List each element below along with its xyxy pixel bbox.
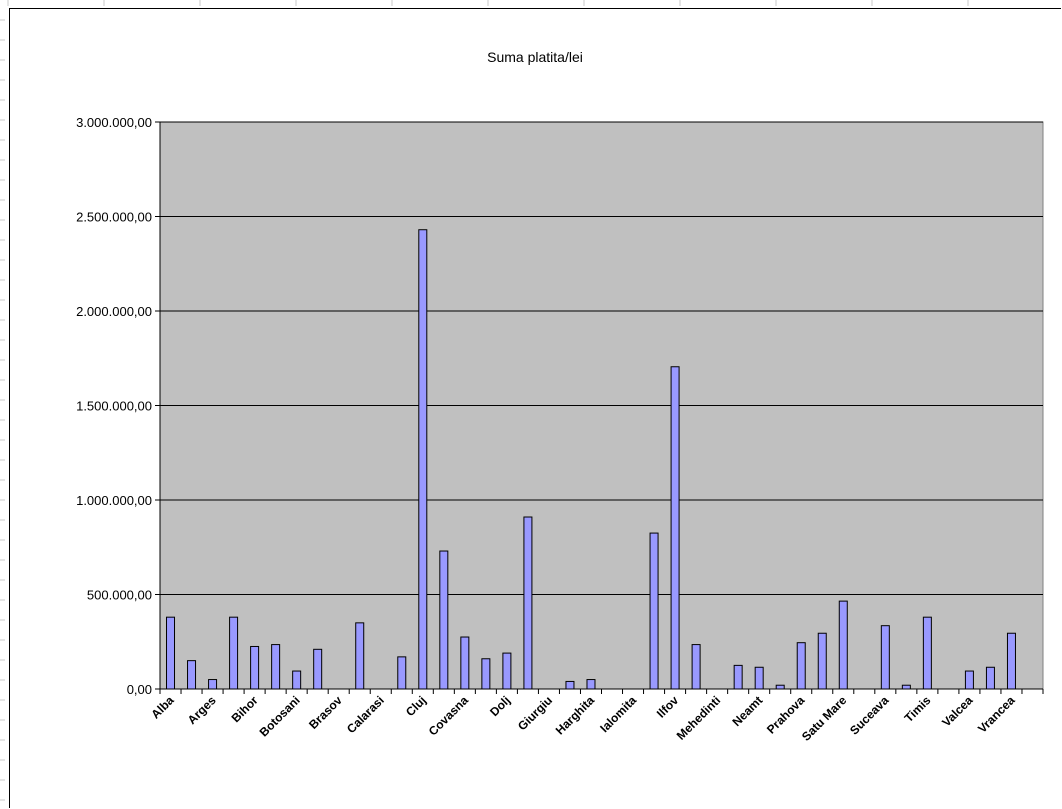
bar (439, 550, 449, 690)
bar (481, 658, 491, 690)
bar (586, 679, 596, 690)
x-tick-label: Calarasi (344, 693, 387, 736)
chart-area-border (9, 8, 1061, 808)
bar (922, 616, 932, 690)
x-tick-label: Dolj (487, 693, 513, 719)
bar (775, 684, 785, 690)
x-tick-label: Bihor (229, 693, 261, 725)
x-tick-label: Mehedinti (674, 693, 723, 742)
x-tick-label: Botosani (257, 693, 303, 739)
bar (166, 616, 176, 690)
bar (229, 616, 239, 690)
x-tick-label: Timis (902, 693, 934, 725)
x-tick-label: Satu Mare (799, 693, 850, 744)
axes (159, 122, 1044, 694)
bar (418, 229, 428, 690)
chart-title: Suma platita/lei (487, 49, 583, 65)
bar (964, 670, 974, 690)
x-tick-label: Alba (148, 693, 177, 722)
x-tick-label: Valcea (939, 693, 976, 730)
bar (187, 660, 197, 690)
x-tick-label: Ialomita (597, 693, 639, 735)
y-tick-label: 0,00 (127, 682, 152, 697)
x-tick-label: Brasov (306, 693, 345, 732)
bar (649, 532, 659, 690)
bar (733, 664, 743, 690)
y-tick-label: 3.000.000,00 (76, 115, 152, 130)
bar (313, 648, 323, 690)
x-tick-label: Giurgiu (515, 693, 555, 733)
gridlines (155, 121, 1043, 690)
x-tick-label: Vrancea (975, 693, 1018, 736)
x-tick-label: Arges (185, 693, 219, 727)
bar (880, 625, 890, 690)
bar (985, 666, 995, 690)
bar (460, 636, 470, 690)
x-tick-label: Cluj (403, 693, 429, 719)
bar (754, 666, 764, 690)
bar (838, 600, 848, 690)
sheet-ruler-marks (0, 0, 969, 801)
bar (271, 644, 281, 690)
bar (208, 679, 218, 690)
x-tick-label: Neamt (729, 693, 765, 729)
bar (250, 645, 260, 690)
bar (691, 644, 701, 690)
x-tick-label: Prahova (764, 693, 808, 737)
bar (523, 516, 533, 690)
bar (670, 366, 680, 690)
y-tick-label: 1.500.000,00 (76, 399, 152, 414)
bar (355, 622, 365, 690)
bar (292, 670, 302, 690)
y-tick-labels: 0,00 500.000,00 1.000.000,00 1.500.000,00 2.… (76, 115, 152, 697)
bar (1006, 632, 1016, 690)
x-tick-label: Ilfov (654, 693, 682, 721)
bar (901, 684, 911, 690)
bar (817, 632, 827, 690)
x-tick-label: Harghita (553, 693, 598, 738)
bar (796, 642, 806, 690)
y-tick-label: 500.000,00 (87, 588, 152, 603)
x-tick-label: Covasna (426, 693, 472, 739)
bar (502, 652, 512, 690)
x-tick-label: Suceava (847, 693, 892, 738)
bars (166, 229, 1016, 690)
y-tick-label: 1.000.000,00 (76, 493, 152, 508)
y-tick-label: 2.000.000,00 (76, 304, 152, 319)
y-tick-label: 2.500.000,00 (76, 210, 152, 225)
bar (397, 656, 407, 690)
bar (565, 680, 575, 690)
